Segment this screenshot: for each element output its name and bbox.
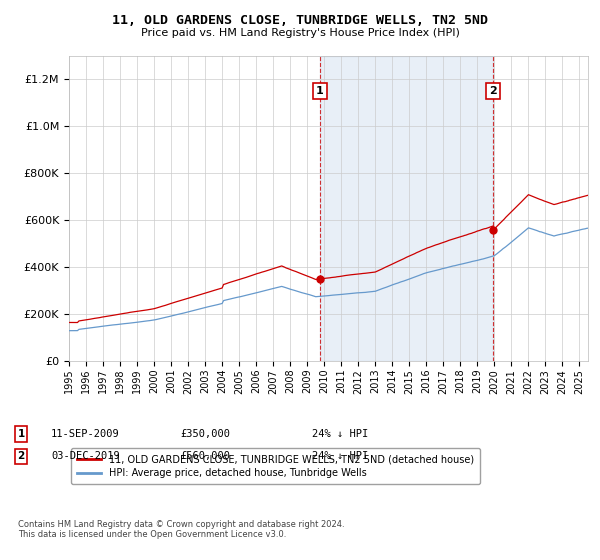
Text: 03-DEC-2019: 03-DEC-2019 xyxy=(51,451,120,461)
Text: 24% ↓ HPI: 24% ↓ HPI xyxy=(312,429,368,439)
Text: Price paid vs. HM Land Registry's House Price Index (HPI): Price paid vs. HM Land Registry's House … xyxy=(140,28,460,38)
Text: 1: 1 xyxy=(17,429,25,439)
Text: 11-SEP-2009: 11-SEP-2009 xyxy=(51,429,120,439)
Text: £560,000: £560,000 xyxy=(180,451,230,461)
Legend: 11, OLD GARDENS CLOSE, TUNBRIDGE WELLS, TN2 5ND (detached house), HPI: Average p: 11, OLD GARDENS CLOSE, TUNBRIDGE WELLS, … xyxy=(71,449,480,484)
Text: £350,000: £350,000 xyxy=(180,429,230,439)
Bar xyxy=(320,56,493,361)
Text: Contains HM Land Registry data © Crown copyright and database right 2024.
This d: Contains HM Land Registry data © Crown c… xyxy=(18,520,344,539)
Text: 2: 2 xyxy=(489,86,497,96)
Text: 24% ↓ HPI: 24% ↓ HPI xyxy=(312,451,368,461)
Text: 1: 1 xyxy=(316,86,324,96)
Text: 11, OLD GARDENS CLOSE, TUNBRIDGE WELLS, TN2 5ND: 11, OLD GARDENS CLOSE, TUNBRIDGE WELLS, … xyxy=(112,14,488,27)
Text: 2: 2 xyxy=(17,451,25,461)
